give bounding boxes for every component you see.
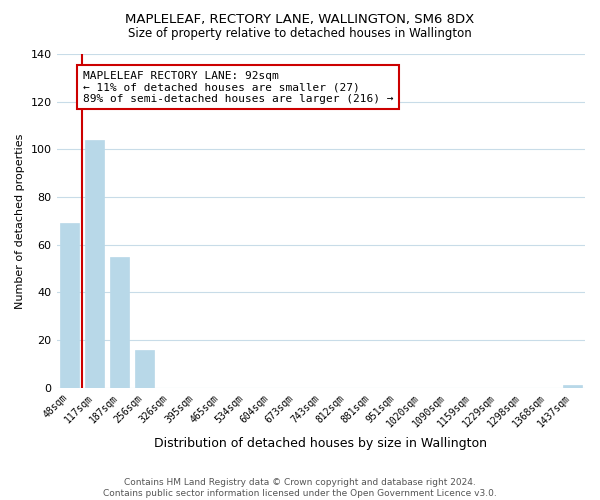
Y-axis label: Number of detached properties: Number of detached properties <box>15 133 25 308</box>
Text: MAPLELEAF, RECTORY LANE, WALLINGTON, SM6 8DX: MAPLELEAF, RECTORY LANE, WALLINGTON, SM6… <box>125 12 475 26</box>
Bar <box>110 256 129 388</box>
Text: Size of property relative to detached houses in Wallington: Size of property relative to detached ho… <box>128 28 472 40</box>
Bar <box>563 386 582 388</box>
Bar <box>135 350 154 388</box>
Bar <box>85 140 104 388</box>
X-axis label: Distribution of detached houses by size in Wallington: Distribution of detached houses by size … <box>154 437 487 450</box>
Bar <box>59 223 79 388</box>
Text: Contains HM Land Registry data © Crown copyright and database right 2024.
Contai: Contains HM Land Registry data © Crown c… <box>103 478 497 498</box>
Text: MAPLELEAF RECTORY LANE: 92sqm
← 11% of detached houses are smaller (27)
89% of s: MAPLELEAF RECTORY LANE: 92sqm ← 11% of d… <box>83 70 394 104</box>
